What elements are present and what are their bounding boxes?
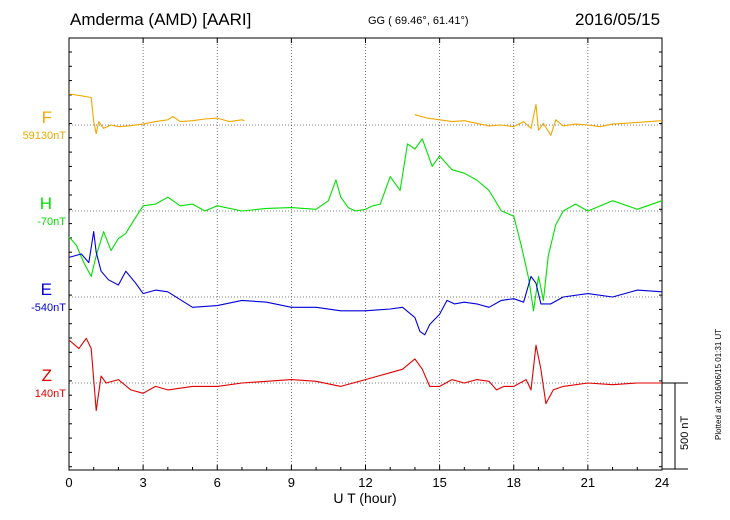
trace-e [68,231,663,336]
x-tick-label: 24 [655,475,669,490]
channel-label-f: F [41,108,52,127]
channel-label-e: E [40,280,52,299]
trace-z [68,337,662,412]
channel-label-z: Z [41,366,52,385]
x-tick-label: 9 [288,475,295,490]
x-tick-label: 6 [214,475,221,490]
station-coords: GG ( 69.46°, 61.41°) [368,15,469,27]
trace-h [68,138,663,312]
trace-f [68,93,663,136]
scale-bar [662,382,688,470]
x-tick-label: 12 [358,475,372,490]
traces [68,93,663,412]
x-ticks: 0 3 6 9 12 15 18 21 24 [65,38,669,490]
date-label: 2016/05/15 [575,10,661,29]
grid-lines [69,38,662,470]
scale-label: 500 nT [679,415,691,450]
channel-baseline-h: -70nT [37,216,66,228]
x-tick-label: 3 [140,475,147,490]
channel-baseline-f: 59130nT [22,130,66,142]
channel-label-h: H [39,194,52,213]
x-tick-label: 21 [581,475,595,490]
plot-timestamp: Plotted at 2016/06/15 01:31 UT [714,328,723,440]
station-title: Amderma (AMD) [AARI] [70,10,252,29]
x-axis-label: U T (hour) [333,490,396,506]
x-tick-label: 15 [432,475,446,490]
x-tick-label: 0 [65,475,72,490]
x-tick-label: 18 [507,475,521,490]
channel-baseline-z: 140nT [34,388,66,400]
channel-baseline-e: -540nT [31,302,66,314]
